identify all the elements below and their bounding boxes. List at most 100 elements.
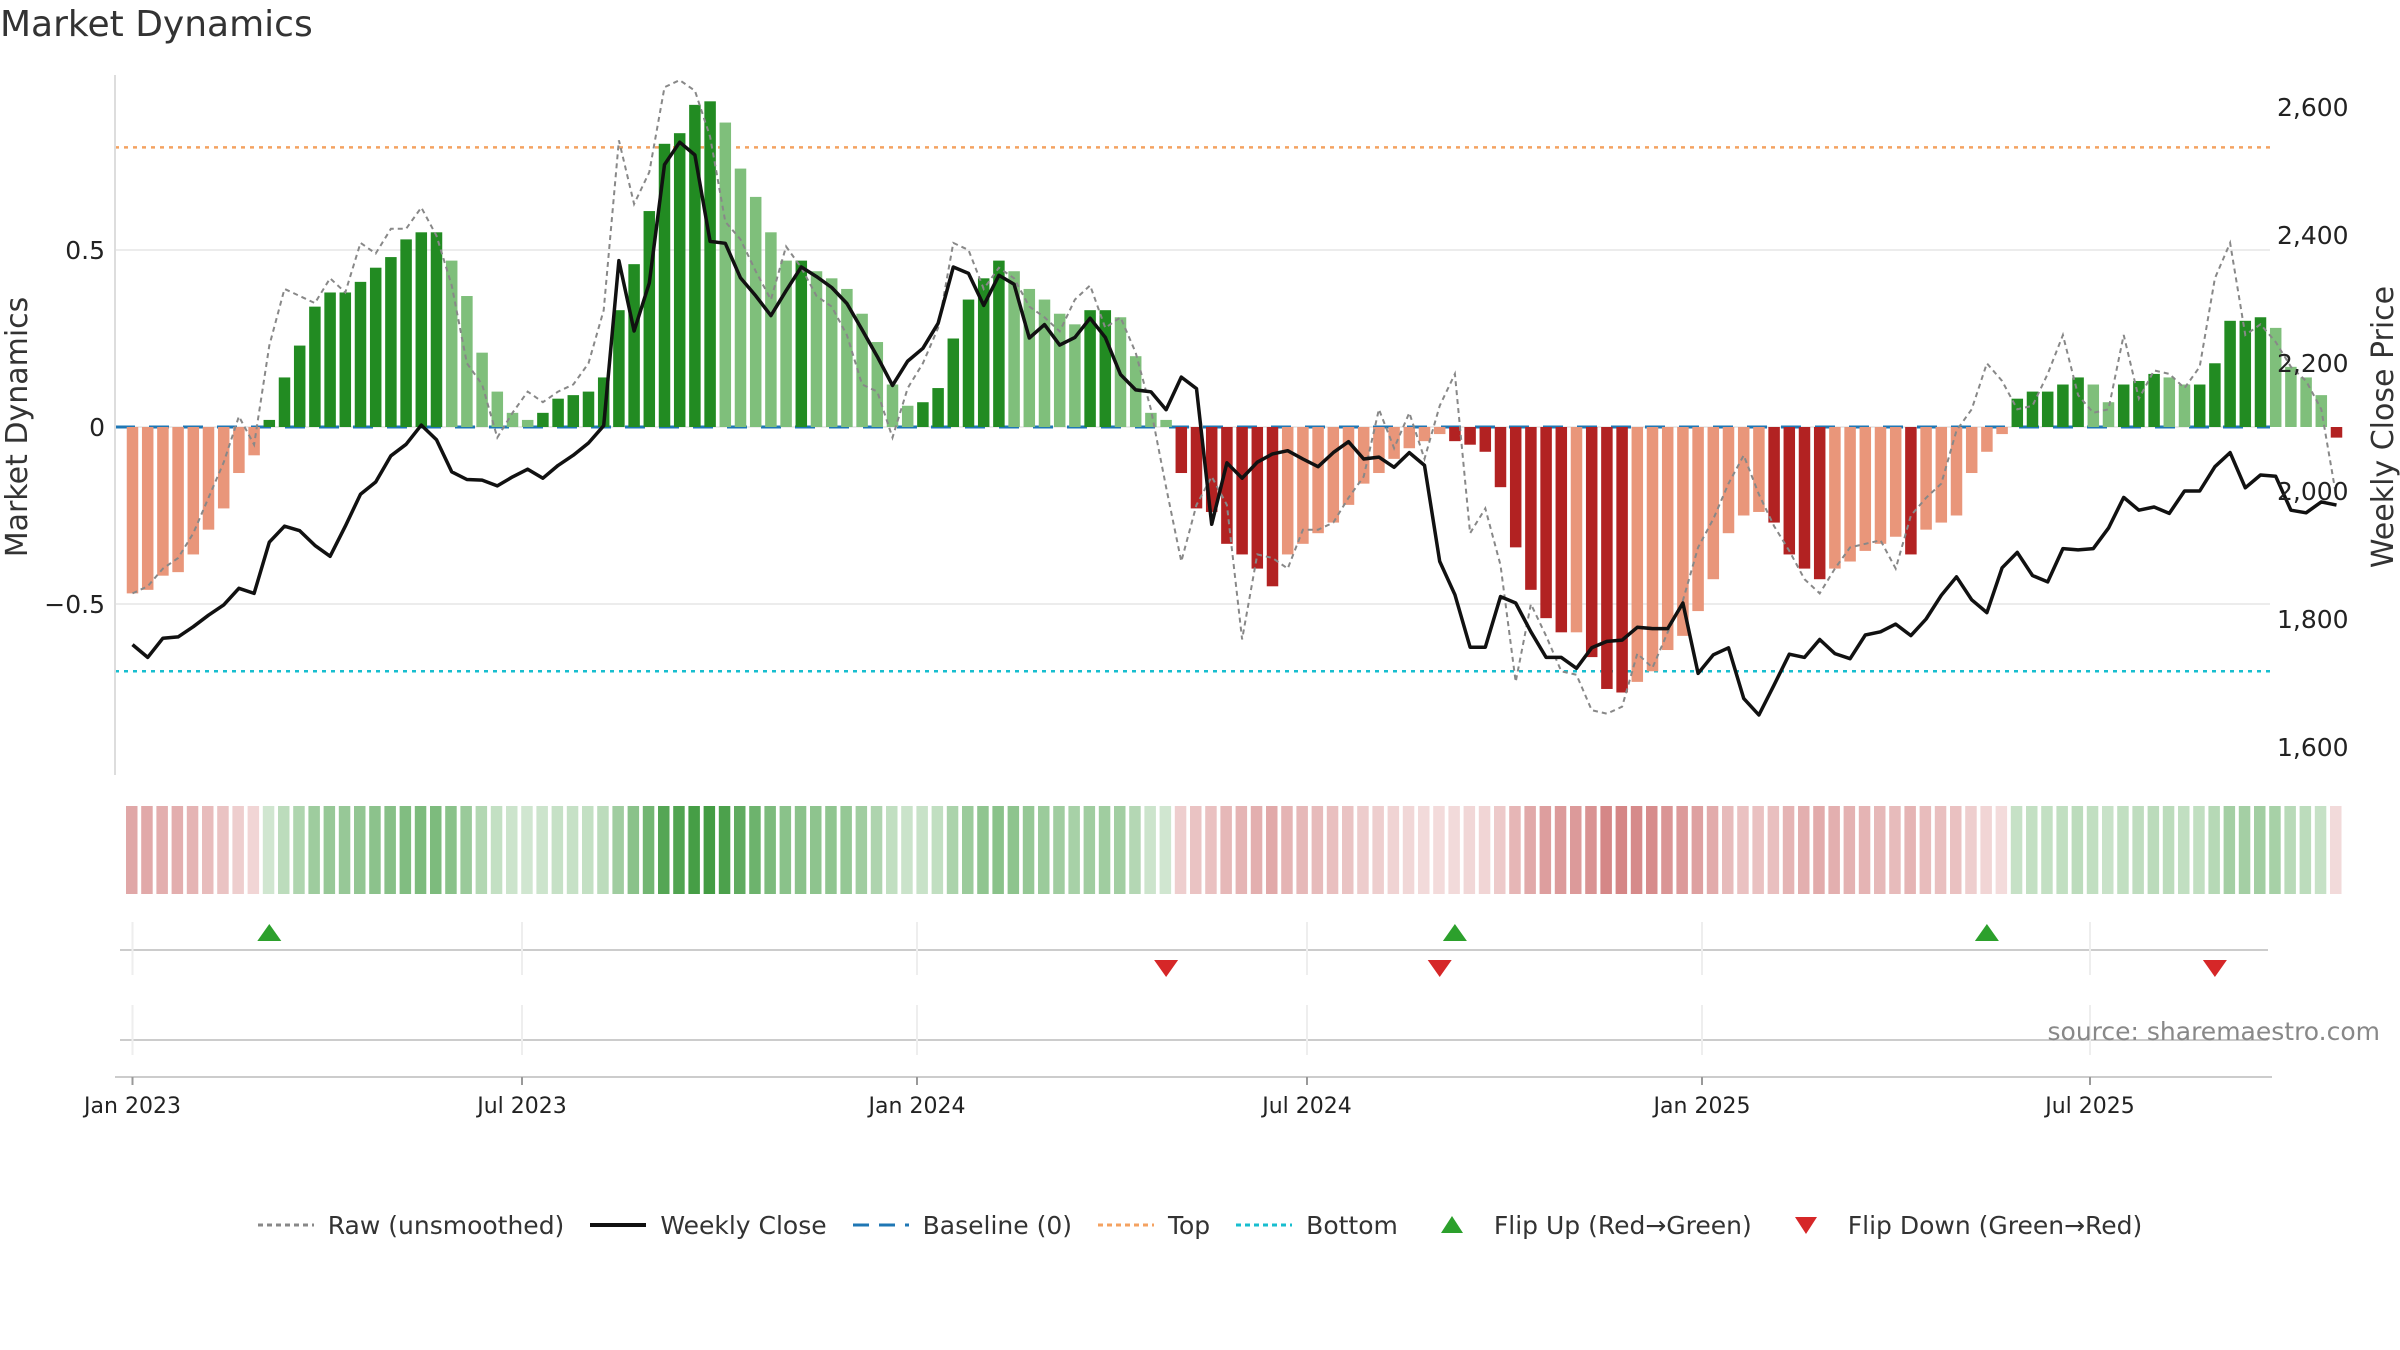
strip-cell bbox=[2026, 806, 2038, 894]
dynamics-bar bbox=[2072, 377, 2084, 427]
strip-cell bbox=[1889, 806, 1901, 894]
strip-cell bbox=[658, 806, 670, 894]
strip-cell bbox=[1767, 806, 1780, 894]
strip-cell bbox=[1205, 806, 1217, 894]
strip-cell bbox=[2238, 806, 2251, 894]
dynamics-bar bbox=[2224, 320, 2236, 427]
strip-cell bbox=[414, 806, 427, 894]
dynamics-bar bbox=[1053, 313, 1066, 427]
strip-cell bbox=[308, 806, 320, 894]
dynamics-bar bbox=[2254, 317, 2267, 427]
strip-cell bbox=[460, 806, 472, 894]
dynamics-bar bbox=[2148, 373, 2160, 427]
strip-cell bbox=[354, 806, 366, 894]
strip-cell bbox=[2208, 806, 2220, 894]
strip-cell bbox=[2102, 806, 2114, 894]
dynamics-bar bbox=[141, 427, 154, 590]
legend: Raw (unsmoothed) Weekly Close Baseline (0)… bbox=[0, 1205, 2400, 1245]
dynamics-bar bbox=[1433, 427, 1446, 435]
dynamics-bar bbox=[1099, 310, 1112, 427]
right-tick-label: 1,800 bbox=[2277, 605, 2349, 634]
strip-cell bbox=[2162, 806, 2175, 894]
dynamics-bar bbox=[461, 296, 473, 427]
strip-cell bbox=[703, 806, 716, 894]
dynamics-bar bbox=[1251, 427, 1264, 569]
legend-label: Bottom bbox=[1306, 1210, 1398, 1240]
strip-cell bbox=[1022, 806, 1035, 894]
strip-cell bbox=[2314, 806, 2327, 894]
flip-up-marker bbox=[257, 924, 282, 941]
weekly-close-series bbox=[131, 140, 2337, 717]
strip-cell bbox=[536, 806, 548, 894]
dynamics-bar bbox=[1798, 427, 1811, 569]
dynamics-bar bbox=[1950, 427, 1963, 516]
dynamics-bar bbox=[1342, 427, 1355, 505]
strip-cell bbox=[2254, 806, 2266, 894]
dynamics-bar bbox=[339, 292, 352, 427]
dynamics-bar bbox=[1889, 427, 1902, 537]
strip-cell bbox=[855, 806, 868, 894]
dynamics-bar bbox=[2209, 363, 2221, 427]
legend-swatch bbox=[852, 1223, 909, 1227]
dynamics-bar bbox=[491, 391, 504, 427]
strip-cell bbox=[1159, 806, 1172, 894]
flip-down-marker bbox=[1427, 960, 1452, 977]
strip-cell bbox=[430, 806, 442, 894]
dynamics-bar bbox=[1707, 427, 1720, 580]
dynamics-bar bbox=[932, 388, 944, 427]
dynamics-bar bbox=[1722, 427, 1735, 534]
strip-cell bbox=[384, 806, 396, 894]
dynamics-bar bbox=[2117, 384, 2130, 427]
strip-cell bbox=[1114, 806, 1126, 894]
dynamics-bar bbox=[202, 427, 215, 530]
dynamics-bar bbox=[1145, 412, 1157, 427]
dynamics-bar bbox=[126, 427, 139, 594]
dynamics-bar bbox=[400, 239, 412, 427]
dynamics-bar bbox=[1570, 427, 1583, 633]
dynamics-bar bbox=[233, 427, 245, 474]
legend-swatch bbox=[1236, 1223, 1293, 1227]
strip-cell bbox=[749, 806, 761, 894]
legend-label: Flip Down (Green→Red) bbox=[1847, 1210, 2143, 1240]
dynamics-bar bbox=[1388, 427, 1400, 459]
dynamics-bar bbox=[2133, 380, 2145, 427]
strip-cell bbox=[202, 806, 214, 894]
strip-cell bbox=[1828, 806, 1840, 894]
strip-cell bbox=[1387, 806, 1400, 894]
dynamics-bar bbox=[947, 338, 960, 427]
dynamics-bar bbox=[1935, 427, 1948, 523]
strip-cell bbox=[232, 806, 244, 894]
dynamics-bar bbox=[324, 292, 336, 427]
dynamics-bar bbox=[1525, 427, 1537, 590]
dynamics-bar bbox=[157, 427, 169, 576]
dynamics-bar bbox=[1737, 427, 1750, 516]
dynamics-bar bbox=[1403, 427, 1416, 449]
dynamics-bar bbox=[1069, 324, 1081, 427]
flip-down-marker bbox=[2202, 960, 2227, 977]
strip-cell bbox=[171, 806, 184, 894]
chart-title: Market Dynamics bbox=[0, 4, 313, 45]
dynamics-bar bbox=[430, 232, 443, 427]
dynamics-bar bbox=[1753, 427, 1765, 512]
strip-cell bbox=[1676, 806, 1688, 894]
strip-cell bbox=[217, 806, 229, 894]
strip-cell bbox=[2269, 806, 2281, 894]
strip-cell bbox=[627, 806, 640, 894]
color-strip bbox=[126, 806, 2342, 894]
dynamics-bar bbox=[2163, 377, 2176, 427]
strip-cell bbox=[1144, 806, 1156, 894]
strip-cell bbox=[141, 806, 153, 894]
legend-swatch bbox=[1440, 1216, 1463, 1233]
dynamics-bar bbox=[901, 405, 914, 427]
strip-cell bbox=[1068, 806, 1080, 894]
dynamics-bar bbox=[658, 143, 671, 428]
dynamics-bar bbox=[2178, 384, 2191, 427]
legend-swatch bbox=[590, 1223, 647, 1227]
dynamics-bar bbox=[1494, 427, 1507, 488]
strip-cell bbox=[1281, 806, 1293, 894]
dynamics-bar bbox=[2026, 391, 2039, 427]
strip-cell bbox=[2056, 806, 2068, 894]
strip-cell bbox=[916, 806, 928, 894]
raw-line bbox=[132, 78, 2338, 715]
strip-cell bbox=[1494, 806, 1506, 894]
